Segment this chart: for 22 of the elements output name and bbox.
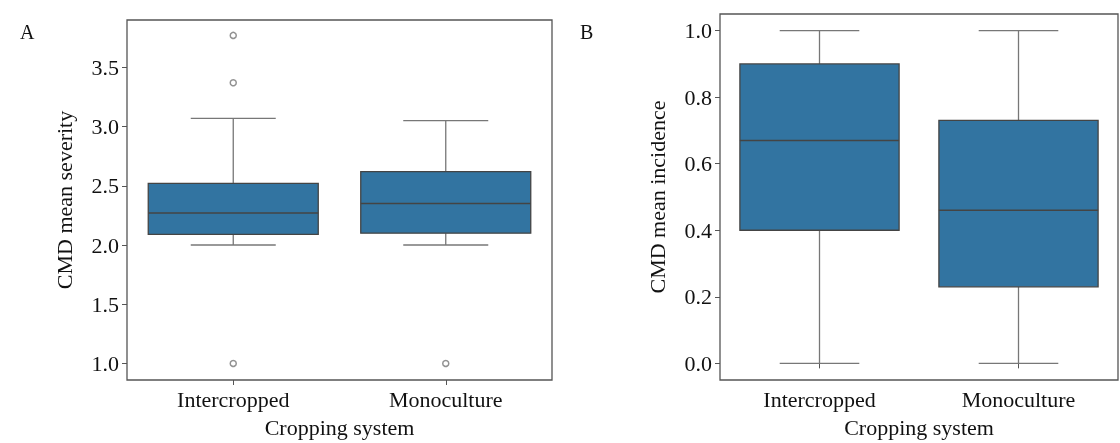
- x-tick-label: Intercropped: [177, 386, 290, 412]
- y-axis-title: CMD mean incidence: [644, 100, 670, 294]
- y-tick-label: 2.0: [91, 232, 119, 258]
- text: B: [580, 21, 594, 43]
- x-tick-label: Monoculture: [388, 386, 503, 412]
- y-tick-label: 1.5: [91, 291, 119, 317]
- y-tick-label: 0.0: [684, 350, 712, 376]
- x-axis-title: Cropping system: [264, 414, 415, 440]
- text: A: [20, 21, 35, 43]
- y-tick-label: 0.2: [684, 284, 712, 310]
- y-tick-label: 0.8: [684, 84, 712, 110]
- y-tick-label: 2.5: [91, 173, 119, 199]
- y-axis-title: CMD mean severity: [51, 110, 77, 290]
- x-axis-title: Cropping system: [844, 414, 994, 440]
- y-tick-label: 3.5: [91, 54, 119, 80]
- x-tick-label: Monoculture: [961, 386, 1076, 412]
- y-tick-label: 0.4: [684, 217, 712, 243]
- y-tick-label: 0.6: [684, 151, 712, 177]
- y-tick-label: 3.0: [91, 114, 119, 140]
- x-tick-label: Intercropped: [763, 386, 876, 412]
- y-tick-label: 1.0: [91, 350, 119, 376]
- y-tick-label: 1.0: [684, 18, 712, 44]
